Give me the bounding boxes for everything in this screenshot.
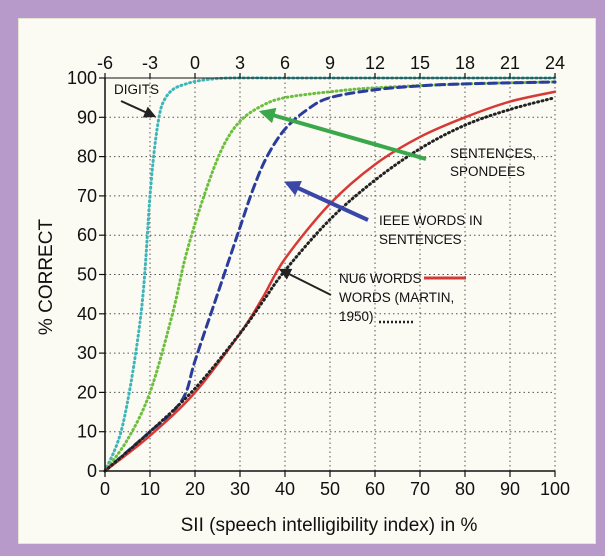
y-tick-label: 10 [77, 422, 97, 442]
label-ieee-1: IEEE WORDS IN [379, 213, 483, 228]
x-tick-label: 40 [275, 479, 295, 499]
label-nu6: NU6 WORDS [339, 271, 422, 286]
x-tick-label: 100 [540, 479, 570, 499]
axes [99, 73, 556, 477]
y-tick-label: 0 [87, 461, 97, 481]
arrow-digits [120, 100, 157, 118]
label-sentences-1: SENTENCES, [450, 146, 536, 161]
x-tick-label: 10 [140, 479, 160, 499]
x-tick-label: 0 [100, 479, 110, 499]
x-tick-label: 70 [410, 479, 430, 499]
top-tick-label: 24 [545, 53, 565, 73]
x-axis-title: SII (speech intelligibility index) in % [181, 515, 478, 536]
top-tick-label: 3 [235, 53, 245, 73]
label-sentences-2: SPONDEES [450, 164, 525, 179]
top-tick-label: 0 [190, 53, 200, 73]
arrow-nu6 [278, 268, 332, 296]
label-ieee-2: SENTENCES [379, 232, 462, 247]
x-tick-label: 80 [455, 479, 475, 499]
annotations: DIGITS SENTENCES, SPONDEES IEEE WORDS IN… [114, 82, 536, 324]
top-tick-label: 15 [410, 53, 430, 73]
arrow-sentences [258, 107, 427, 161]
y-tick-label: 50 [77, 265, 97, 285]
x-tick-label: 60 [365, 479, 385, 499]
top-tick-label: 6 [280, 53, 290, 73]
y-tick-label: 80 [77, 147, 97, 167]
top-tick-label: -3 [142, 53, 158, 73]
grid-lines [104, 77, 556, 472]
x-tick-label: 50 [320, 479, 340, 499]
series-line-words-martin-1950 [103, 96, 557, 473]
chart: 0 10 20 30 40 50 60 70 80 90 100010203040506070809… [36, 53, 570, 536]
y-tick-label: 90 [77, 107, 97, 127]
y-tick-label: 30 [77, 343, 97, 363]
label-martin-2: 1950) [339, 309, 374, 324]
series-line-sentences-spondees [103, 80, 557, 473]
x-tick-label: 20 [185, 479, 205, 499]
y-tick-label: 20 [77, 382, 97, 402]
label-martin-1: WORDS (MARTIN, [339, 290, 454, 305]
chart-frame: 0 10 20 30 40 50 60 70 80 90 100 0 10 20 30 40 50 60 70 80 9… [18, 18, 596, 544]
top-tick-label: 9 [325, 53, 335, 73]
tick-labels: 0 10 20 30 40 50 60 70 80 90 100010203040506070809… [67, 53, 570, 499]
y-tick-label: 60 [77, 225, 97, 245]
series-line-nu6-words [103, 90, 557, 473]
x-tick-label: 90 [500, 479, 520, 499]
y-tick-label: 100 [67, 68, 97, 88]
top-tick-label: -6 [97, 53, 113, 73]
y-axis-title: % CORRECT [36, 219, 57, 336]
label-digits: DIGITS [114, 82, 159, 97]
top-tick-label: 21 [500, 53, 520, 73]
y-tick-label: 40 [77, 304, 97, 324]
top-tick-label: 12 [365, 53, 385, 73]
arrow-ieee [284, 181, 369, 222]
top-tick-label: 18 [455, 53, 475, 73]
x-tick-label: 30 [230, 479, 250, 499]
y-tick-label: 70 [77, 186, 97, 206]
